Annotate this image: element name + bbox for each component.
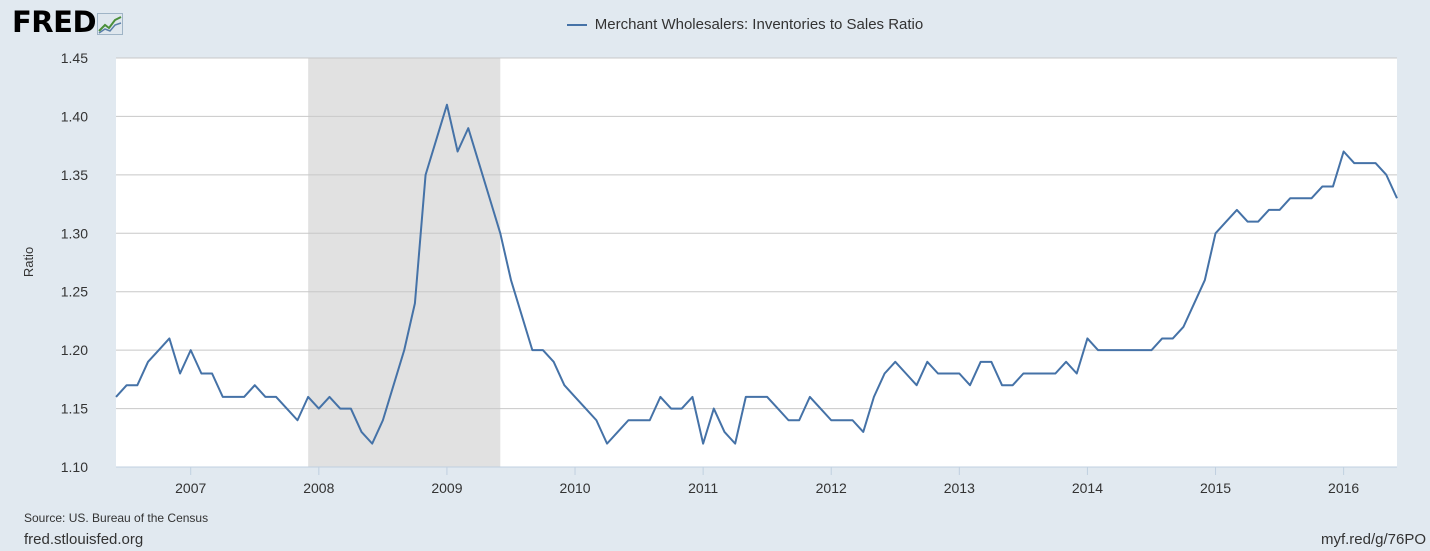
y-tick-label: 1.35 (61, 167, 88, 183)
x-tick-label: 2016 (1328, 480, 1359, 496)
graph-line-icon (97, 12, 124, 35)
line-chart: 1.10 1.15 1.20 1.25 1.30 1.35 1.40 1.45 2007 200… (21, 50, 1398, 496)
y-tick-label: 1.10 (61, 459, 88, 475)
recession-band (308, 58, 501, 467)
y-tick-label: 1.40 (61, 108, 88, 124)
y-tick-label: 1.45 (61, 50, 88, 66)
y-axis-label: Ratio (21, 247, 36, 277)
series-line (115, 103, 1398, 445)
x-tick-label: 2009 (431, 480, 462, 496)
legend-series-label: Merchant Wholesalers: Inventories to Sal… (594, 16, 924, 33)
y-tick-label: 1.20 (61, 342, 88, 358)
y-tick-label: 1.30 (61, 225, 88, 241)
x-tick-label: 2012 (816, 480, 847, 496)
legend-series-swatch (566, 23, 587, 26)
x-tick-label: 2011 (688, 480, 718, 496)
x-tick-label: 2010 (559, 480, 590, 496)
x-tick-label: 2007 (175, 480, 206, 496)
site-link[interactable]: fred.stlouisfed.org (24, 531, 144, 548)
chart-legend[interactable]: Merchant Wholesalers: Inventories to Sal… (0, 16, 1430, 33)
y-tick-label: 1.15 (61, 401, 88, 417)
fred-logo-text: FRED (12, 5, 97, 39)
x-tick-label: 2015 (1200, 480, 1231, 496)
y-tick-label: 1.25 (61, 284, 88, 300)
x-tick-label: 2014 (1072, 480, 1103, 496)
source-note: Source: US. Bureau of the Census (24, 511, 209, 525)
fred-logo[interactable]: FRED (12, 5, 124, 39)
x-tick-label: 2008 (303, 480, 334, 496)
short-link[interactable]: myf.red/g/76PO (1320, 531, 1426, 548)
x-tick-label: 2013 (944, 480, 975, 496)
